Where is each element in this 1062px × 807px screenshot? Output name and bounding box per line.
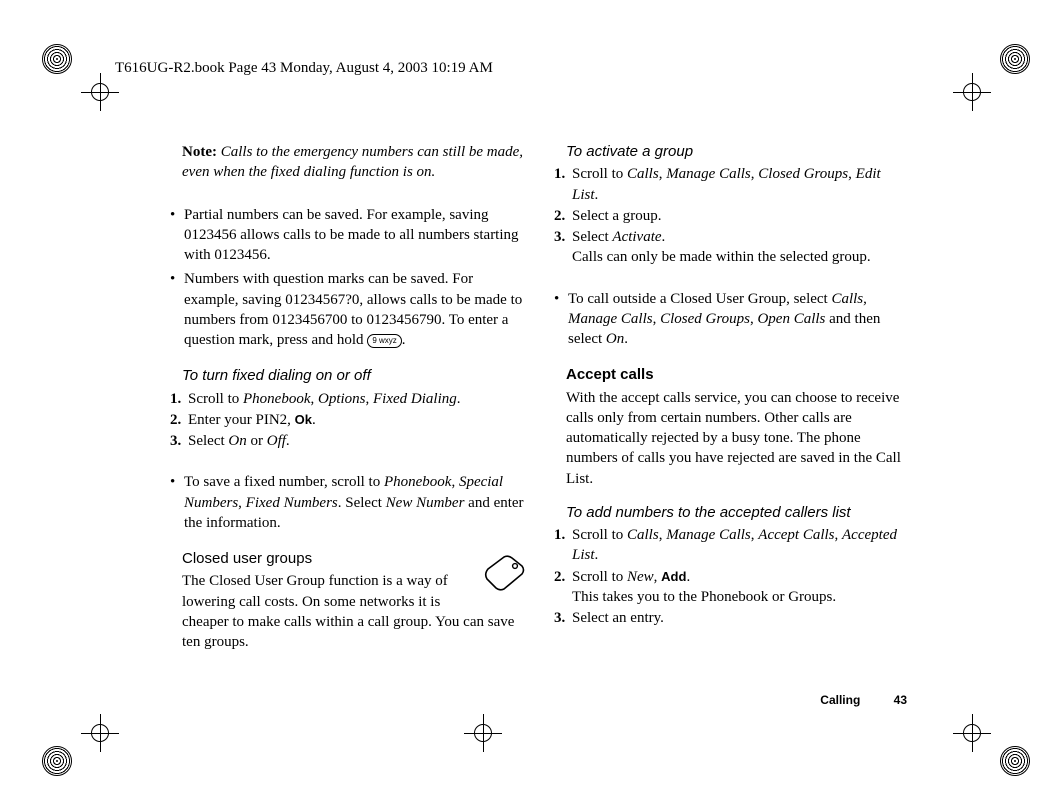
heading-activate-group: To activate a group: [566, 142, 910, 162]
step-text: Scroll to: [188, 391, 243, 407]
menu-path: Open Calls: [757, 311, 825, 327]
menu-path: Manage Calls: [568, 311, 653, 327]
key-9-icon: 9 wxyz: [367, 334, 401, 348]
page-footer: Calling 43: [820, 693, 907, 707]
bullet-text: Partial numbers can be saved. For exampl…: [184, 207, 519, 264]
softkey-label: Ok: [295, 412, 312, 427]
step-number: 3.: [554, 227, 565, 247]
corner-ornament-top-right: [1000, 44, 1030, 74]
option-off: Off: [267, 433, 286, 449]
heading-accept-calls: Accept calls: [566, 365, 910, 385]
step-number: 1.: [554, 164, 565, 184]
step-text: Select a group.: [572, 208, 662, 224]
heading-add-numbers: To add numbers to the accepted callers l…: [566, 503, 910, 523]
call-outside-list: To call outside a Closed User Group, sel…: [554, 289, 910, 350]
registration-mark: [959, 79, 985, 105]
step-text: or: [247, 433, 267, 449]
activate-group-steps: 1. Scroll to Calls, Manage Calls, Closed…: [554, 164, 910, 267]
step-item: 3. Select On or Off.: [170, 431, 526, 451]
menu-path: Accept Calls: [758, 527, 834, 543]
menu-path: Fixed Dialing: [373, 391, 457, 407]
step-note: This takes you to the Phonebook or Group…: [572, 589, 836, 605]
tag-icon: [482, 553, 526, 595]
add-numbers-steps: 1. Scroll to Calls, Manage Calls, Accept…: [554, 525, 910, 628]
doc-header: T616UG-R2.book Page 43 Monday, August 4,…: [115, 60, 493, 77]
menu-path: Activate: [612, 229, 661, 245]
step-number: 2.: [170, 410, 181, 430]
step-number: 3.: [554, 608, 565, 628]
list-item: Numbers with question marks can be saved…: [170, 269, 526, 350]
step-item: 2. Enter your PIN2, Ok.: [170, 410, 526, 430]
menu-path: Manage Calls: [666, 527, 751, 543]
step-number: 3.: [170, 431, 181, 451]
partial-numbers-list: Partial numbers can be saved. For exampl…: [170, 205, 526, 351]
step-text: Select an entry.: [572, 610, 664, 626]
step-text: Scroll to: [572, 569, 627, 585]
option-on: On: [606, 331, 624, 347]
step-item: 3. Select an entry.: [554, 608, 910, 628]
right-column: To activate a group 1. Scroll to Calls, …: [554, 142, 910, 654]
note-paragraph: Note: Calls to the emergency numbers can…: [170, 142, 526, 183]
step-number: 1.: [554, 525, 565, 545]
menu-path: New: [627, 569, 654, 585]
registration-mark: [87, 79, 113, 105]
fixed-dialing-steps: 1. Scroll to Phonebook, Options, Fixed D…: [170, 389, 526, 452]
menu-path: Calls: [627, 166, 659, 182]
bullet-text: Numbers with question marks can be saved…: [184, 271, 522, 348]
list-item: To call outside a Closed User Group, sel…: [554, 289, 910, 350]
step-item: 2. Scroll to New, Add. This takes you to…: [554, 567, 910, 608]
step-text: Enter your PIN2,: [188, 412, 295, 428]
step-text: Select: [572, 229, 612, 245]
menu-path: New Number: [386, 495, 465, 511]
step-item: 2. Select a group.: [554, 206, 910, 226]
save-fixed-number-list: To save a fixed number, scroll to Phoneb…: [170, 472, 526, 533]
step-note: Calls can only be made within the select…: [572, 249, 871, 265]
footer-page-number: 43: [894, 693, 907, 707]
bullet-text: . Select: [338, 495, 386, 511]
closed-user-groups-block: Closed user groups The Closed User Group…: [170, 549, 526, 652]
step-item: 1. Scroll to Calls, Manage Calls, Closed…: [554, 164, 910, 205]
page-body: Note: Calls to the emergency numbers can…: [170, 142, 910, 654]
menu-path: Calls: [627, 527, 659, 543]
accept-calls-block: Accept calls With the accept calls servi…: [554, 365, 910, 489]
note-text: Calls to the emergency numbers can still…: [182, 144, 523, 180]
bullet-text: To call outside a Closed User Group, sel…: [568, 291, 831, 307]
step-number: 1.: [170, 389, 181, 409]
left-column: Note: Calls to the emergency numbers can…: [170, 142, 526, 654]
registration-mark: [470, 720, 496, 746]
footer-section: Calling: [820, 693, 860, 707]
step-item: 3. Select Activate. Calls can only be ma…: [554, 227, 910, 268]
menu-path: Phonebook: [243, 391, 310, 407]
corner-ornament-top-left: [42, 44, 72, 74]
menu-path: Calls: [831, 291, 863, 307]
step-number: 2.: [554, 206, 565, 226]
heading-cug: Closed user groups: [182, 549, 526, 569]
menu-path: Closed Groups: [660, 311, 750, 327]
step-item: 1. Scroll to Phonebook, Options, Fixed D…: [170, 389, 526, 409]
step-number: 2.: [554, 567, 565, 587]
menu-path: Closed Groups: [758, 166, 848, 182]
step-text: Select: [188, 433, 228, 449]
option-on: On: [228, 433, 246, 449]
step-text: Scroll to: [572, 527, 627, 543]
cug-text: The Closed User Group function is a way …: [182, 571, 526, 652]
corner-ornament-bottom-right: [1000, 746, 1030, 776]
menu-path: Phonebook: [384, 474, 451, 490]
registration-mark: [87, 720, 113, 746]
bullet-text: To save a fixed number, scroll to: [184, 474, 384, 490]
step-text: Scroll to: [572, 166, 627, 182]
period: .: [402, 332, 406, 348]
accept-calls-text: With the accept calls service, you can c…: [566, 388, 910, 489]
list-item: Partial numbers can be saved. For exampl…: [170, 205, 526, 266]
registration-mark: [959, 720, 985, 746]
note-label: Note:: [182, 144, 217, 160]
corner-ornament-bottom-left: [42, 746, 72, 776]
heading-fixed-dialing: To turn fixed dialing on or off: [182, 366, 526, 386]
list-item: To save a fixed number, scroll to Phoneb…: [170, 472, 526, 533]
menu-path: Manage Calls: [666, 166, 751, 182]
softkey-label: Add: [661, 569, 686, 584]
step-item: 1. Scroll to Calls, Manage Calls, Accept…: [554, 525, 910, 566]
menu-path: Options: [318, 391, 366, 407]
menu-path: Fixed Numbers: [246, 495, 338, 511]
